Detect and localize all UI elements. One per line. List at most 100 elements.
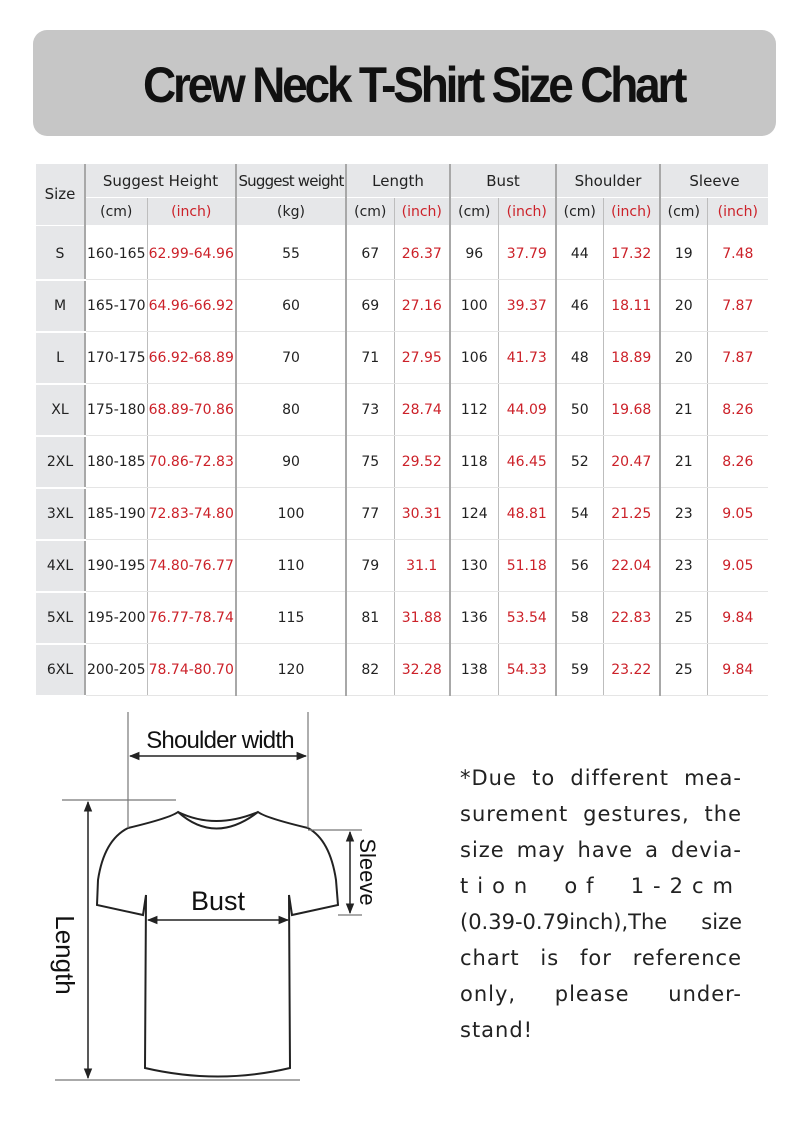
sleeve-label: Sleeve [355, 838, 380, 905]
value-cell: 19.68 [602, 383, 661, 436]
note-line: only, please under- [460, 982, 742, 1006]
value-cell: 118 [449, 435, 499, 488]
value-cell: 8.26 [706, 383, 769, 436]
value-cell: 96 [449, 225, 499, 280]
value-cell: 106 [449, 331, 499, 384]
value-cell: 130 [449, 539, 499, 592]
unit-header: (kg) [235, 197, 347, 225]
value-cell: 44 [555, 225, 604, 280]
unit-header: (cm) [84, 197, 147, 225]
value-cell: 90 [235, 435, 347, 488]
value-cell: 100 [235, 487, 347, 540]
value-cell: 19 [659, 225, 708, 280]
unit-header: (cm) [555, 197, 604, 225]
value-cell: 27.95 [393, 331, 451, 384]
note-line: *Due to different mea- [460, 766, 742, 790]
value-cell: 70 [235, 331, 347, 384]
value-cell: 31.88 [393, 591, 451, 644]
size-cell: 4XL [36, 539, 85, 593]
value-cell: 23.22 [602, 643, 661, 696]
value-cell: 23 [659, 487, 708, 540]
table-row: 4XL 190-195 74.80-76.77 110 79 31.1 130 51.18 56… [36, 539, 769, 593]
value-cell: 52 [555, 435, 604, 488]
value-cell: 7.48 [706, 225, 769, 280]
value-cell: 82 [345, 643, 395, 696]
value-cell: 31.1 [393, 539, 451, 592]
value-cell: 46.45 [497, 435, 557, 488]
table-row: S 160-165 62.99-64.96 55 67 26.37 96 37.79 44 17.… [36, 225, 769, 281]
value-cell: 23 [659, 539, 708, 592]
size-cell: L [36, 331, 85, 385]
note-line: chart is for reference [460, 946, 742, 970]
unit-header: (inch) [706, 197, 769, 225]
unit-header: (cm) [345, 197, 395, 225]
header-row-groups: Size Suggest Height Suggest weight Lengt… [36, 164, 769, 226]
unit-header: (inch) [146, 197, 237, 225]
value-cell: 48.81 [497, 487, 557, 540]
value-cell: 18.11 [602, 279, 661, 332]
size-header: Size [36, 164, 85, 226]
note-line: stand! [460, 1018, 534, 1042]
value-cell: 138 [449, 643, 499, 696]
value-cell: 160-165 [84, 225, 147, 280]
value-cell: 39.37 [497, 279, 557, 332]
value-cell: 26.37 [393, 225, 451, 280]
value-cell: 80 [235, 383, 347, 436]
value-cell: 9.84 [706, 591, 769, 644]
value-cell: 25 [659, 643, 708, 696]
value-cell: 21 [659, 435, 708, 488]
table-row: 2XL 180-185 70.86-72.83 90 75 29.52 118 46.45 52… [36, 435, 769, 489]
table-row: 6XL 200-205 78.74-80.70 120 82 32.28 138 54.33 5… [36, 643, 769, 697]
value-cell: 21.25 [602, 487, 661, 540]
table-row: 5XL 195-200 76.77-78.74 115 81 31.88 136 53.54 5… [36, 591, 769, 645]
value-cell: 54 [555, 487, 604, 540]
value-cell: 120 [235, 643, 347, 696]
value-cell: 9.05 [706, 539, 769, 592]
value-cell: 75 [345, 435, 395, 488]
measure-arrows [83, 751, 355, 1080]
unit-header: (inch) [393, 197, 451, 225]
value-cell: 112 [449, 383, 499, 436]
value-cell: 29.52 [393, 435, 451, 488]
value-cell: 115 [235, 591, 347, 644]
group-header: Length [345, 164, 451, 198]
guide-lines [55, 712, 362, 1081]
header-row-units: (cm) (inch) (kg) (cm) (inch) (cm) (inch)… [36, 197, 769, 225]
unit-header: (cm) [449, 197, 499, 225]
unit-header: (inch) [497, 197, 557, 225]
value-cell: 44.09 [497, 383, 557, 436]
value-cell: 53.54 [497, 591, 557, 644]
size-cell: S [36, 225, 85, 281]
value-cell: 78.74-80.70 [146, 643, 237, 696]
value-cell: 81 [345, 591, 395, 644]
value-cell: 170-175 [84, 331, 147, 384]
value-cell: 20 [659, 331, 708, 384]
value-cell: 58 [555, 591, 604, 644]
value-cell: 100 [449, 279, 499, 332]
value-cell: 28.74 [393, 383, 451, 436]
value-cell: 72.83-74.80 [146, 487, 237, 540]
size-cell: XL [36, 383, 85, 437]
value-cell: 60 [235, 279, 347, 332]
value-cell: 20 [659, 279, 708, 332]
length-label: Length [50, 915, 80, 995]
value-cell: 27.16 [393, 279, 451, 332]
group-header: Sleeve [659, 164, 769, 198]
value-cell: 56 [555, 539, 604, 592]
value-cell: 48 [555, 331, 604, 384]
table-row: 3XL 185-190 72.83-74.80 100 77 30.31 124 48.81 5… [36, 487, 769, 541]
value-cell: 20.47 [602, 435, 661, 488]
value-cell: 195-200 [84, 591, 147, 644]
tshirt-measurement-diagram: Shoulder width Bust Sleeve Length [50, 712, 380, 1081]
value-cell: 18.89 [602, 331, 661, 384]
value-cell: 37.79 [497, 225, 557, 280]
note-line: size may have a devia- [460, 838, 742, 862]
value-cell: 74.80-76.77 [146, 539, 237, 592]
value-cell: 76.77-78.74 [146, 591, 237, 644]
value-cell: 71 [345, 331, 395, 384]
group-header: Bust [449, 164, 557, 198]
note-line: (0.39-0.79inch),The size [460, 910, 742, 934]
value-cell: 55 [235, 225, 347, 280]
value-cell: 200-205 [84, 643, 147, 696]
value-cell: 9.84 [706, 643, 769, 696]
